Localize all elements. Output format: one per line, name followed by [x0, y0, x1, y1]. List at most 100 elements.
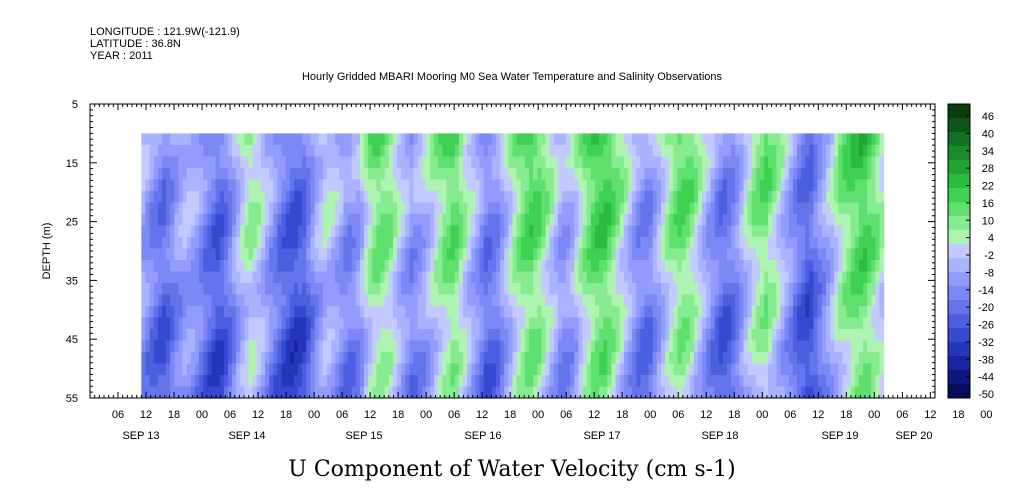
heatmap-cell	[491, 133, 497, 146]
heatmap-cell	[764, 236, 769, 250]
heatmap-cell	[693, 317, 699, 330]
heatmap-cell	[376, 374, 382, 388]
heatmap-cell	[801, 282, 806, 296]
heatmap-cell	[578, 144, 584, 157]
heatmap-cell	[359, 156, 365, 169]
heatmap-cell	[706, 167, 712, 181]
heatmap-cell	[331, 305, 336, 319]
heatmap-cell	[475, 340, 481, 353]
heatmap-cell	[256, 328, 262, 342]
heatmap-cell	[343, 317, 349, 330]
heatmap-cell	[830, 225, 835, 238]
heatmap-cell	[487, 271, 493, 284]
heatmap-cell	[747, 167, 753, 181]
heatmap-cell	[615, 351, 621, 365]
heatmap-cell	[413, 213, 419, 227]
x-hour-label: 00	[420, 409, 432, 421]
heatmap-cell	[397, 317, 402, 330]
heatmap-cell	[463, 386, 468, 399]
heatmap-cell	[731, 156, 736, 169]
heatmap-cell	[413, 317, 419, 330]
heatmap-cell	[537, 374, 542, 388]
heatmap-cell	[821, 328, 827, 342]
heatmap-cell	[776, 386, 782, 399]
heatmap-cell	[842, 202, 848, 215]
heatmap-cell	[417, 202, 423, 215]
heatmap-cell	[496, 351, 501, 365]
heatmap-cell	[248, 202, 254, 215]
heatmap-cell	[298, 190, 303, 204]
heatmap-cell	[755, 248, 761, 261]
heatmap-cell	[731, 363, 736, 376]
heatmap-cell	[343, 374, 349, 388]
heatmap-cell	[574, 179, 580, 192]
heatmap-cell	[809, 259, 815, 273]
heatmap-cell	[397, 213, 402, 227]
heatmap-cell	[227, 340, 233, 353]
heatmap-cell	[689, 259, 695, 273]
heatmap-cell	[504, 271, 509, 284]
heatmap-cell	[260, 213, 266, 227]
heatmap-cell	[570, 259, 575, 273]
heatmap-cell	[850, 179, 856, 192]
heatmap-cell	[607, 202, 613, 215]
heatmap-cell	[182, 363, 188, 376]
heatmap-cell	[232, 294, 237, 307]
heatmap-cell	[281, 144, 287, 157]
heatmap-cell	[145, 156, 151, 169]
heatmap-cell	[182, 271, 188, 284]
heatmap-cell	[636, 386, 641, 399]
longitude-label: LONGITUDE : 121.9W(-121.9)	[90, 26, 240, 38]
heatmap-cell	[467, 386, 472, 399]
heatmap-cell	[879, 213, 885, 227]
heatmap-cell	[809, 179, 815, 192]
heatmap-cell	[508, 190, 514, 204]
heatmap-cell	[549, 282, 555, 296]
heatmap-cell	[755, 236, 761, 250]
heatmap-cell	[293, 248, 299, 261]
heatmap-cell	[442, 167, 448, 181]
heatmap-cell	[376, 328, 382, 342]
heatmap-cell	[743, 179, 749, 192]
heatmap-cell	[520, 225, 526, 238]
heatmap-cell	[656, 282, 662, 296]
heatmap-cell	[182, 386, 188, 399]
heatmap-cell	[157, 202, 163, 215]
heatmap-cell	[380, 248, 386, 261]
heatmap-cell	[529, 213, 534, 227]
heatmap-cell	[372, 236, 378, 250]
heatmap-cell	[397, 190, 402, 204]
heatmap-cell	[854, 236, 860, 250]
heatmap-cell	[203, 144, 208, 157]
heatmap-cell	[265, 133, 270, 146]
heatmap-cell	[652, 202, 658, 215]
heatmap-cell	[194, 340, 200, 353]
heatmap-cell	[289, 282, 295, 296]
heatmap-cell	[174, 248, 180, 261]
heatmap-cell	[747, 259, 753, 273]
heatmap-cell	[545, 328, 551, 342]
heatmap-cell	[508, 213, 514, 227]
heatmap-cell	[677, 156, 683, 169]
heatmap-cell	[302, 305, 307, 319]
heatmap-cell	[207, 144, 213, 157]
heatmap-cell	[669, 340, 674, 353]
heatmap-cell	[533, 259, 538, 273]
heatmap-cell	[339, 225, 345, 238]
heatmap-cell	[566, 144, 571, 157]
heatmap-cell	[458, 271, 464, 284]
heatmap-cell	[644, 374, 650, 388]
heatmap-cell	[636, 144, 641, 157]
heatmap-cell	[211, 179, 217, 192]
heatmap-cell	[599, 190, 604, 204]
heatmap-cell	[475, 259, 481, 273]
heatmap-cell	[298, 202, 303, 215]
heatmap-cell	[314, 225, 320, 238]
heatmap-cell	[504, 236, 509, 250]
heatmap-cell	[718, 156, 724, 169]
heatmap-cell	[401, 225, 406, 238]
heatmap-cell	[590, 374, 596, 388]
heatmap-cell	[830, 340, 835, 353]
heatmap-cell	[801, 133, 806, 146]
heatmap-cell	[458, 167, 464, 181]
